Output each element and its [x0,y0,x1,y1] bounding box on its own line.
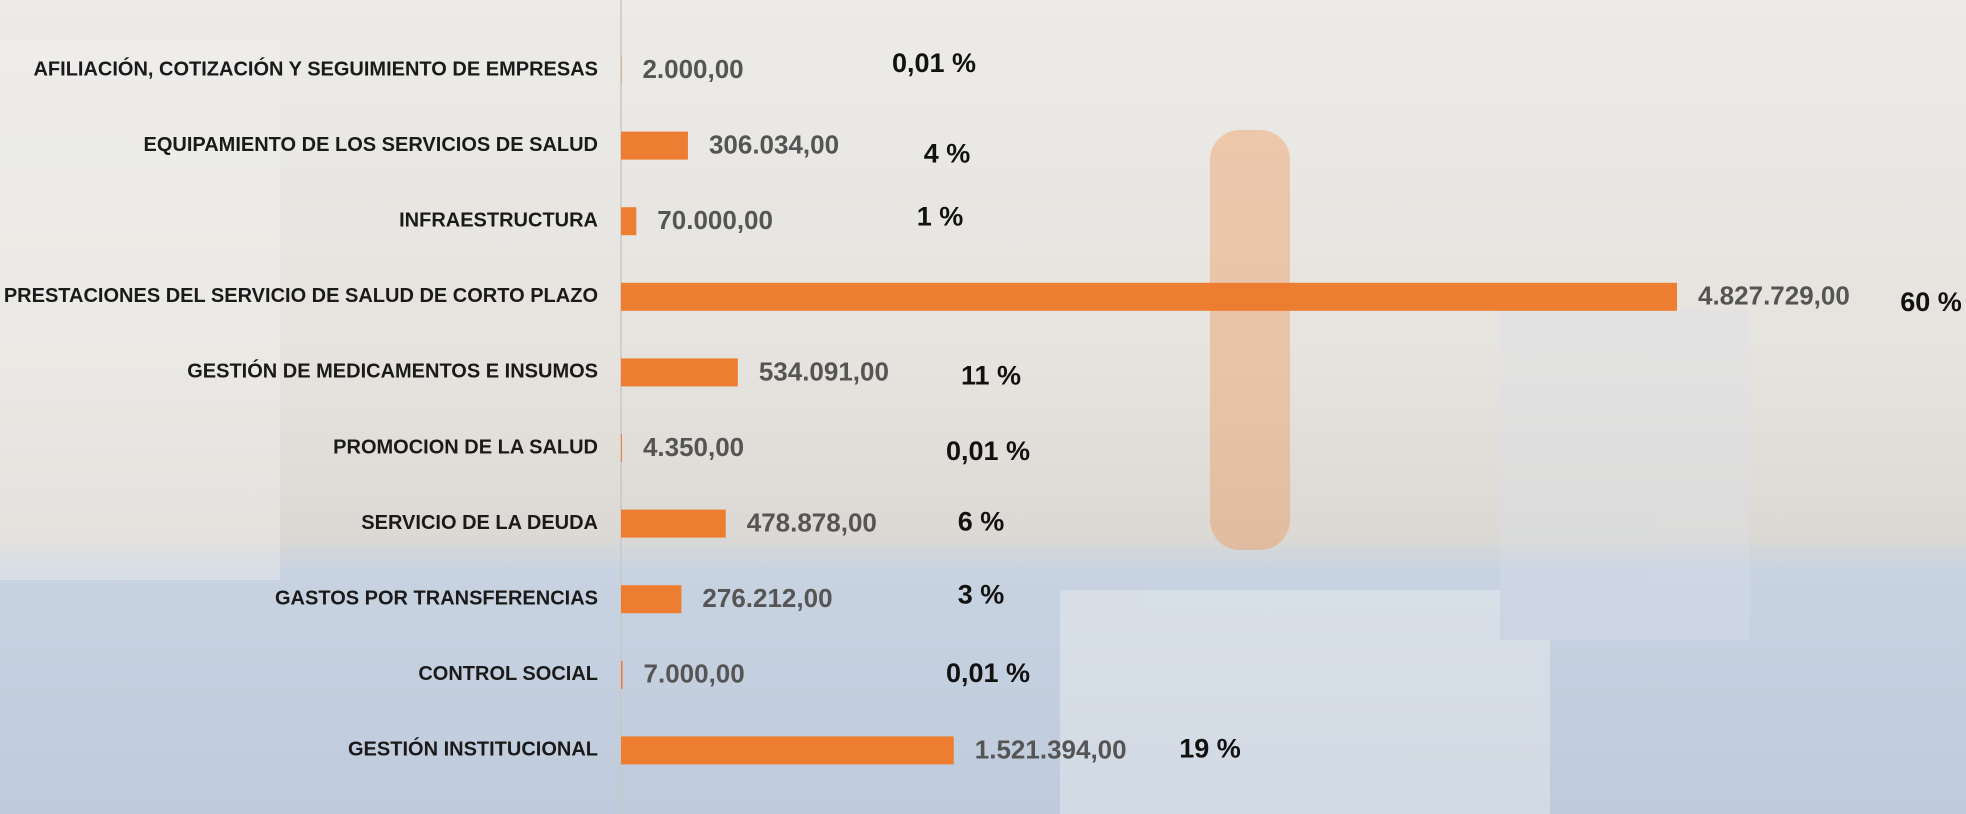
bar [621,207,637,236]
bar [621,282,1677,311]
share-label: 6 % [958,507,1005,537]
share-label: 4 % [924,139,971,169]
value-label: 478.878,00 [747,507,877,537]
category-label: GESTIÓN DE MEDICAMENTOS E INSUMOS [187,359,598,383]
bar [621,358,738,387]
category-label: GESTIÓN INSTITUCIONAL [348,737,598,761]
value-label: 4.827.729,00 [1698,281,1850,311]
category-label: EQUIPAMIENTO DE LOS SERVICIOS DE SALUD [143,134,598,156]
bar [621,736,954,765]
value-label: 70.000,00 [657,205,773,235]
value-label: 534.091,00 [759,356,889,386]
category-label: SERVICIO DE LA DEUDA [361,512,598,534]
share-label: 3 % [958,579,1005,609]
category-label: CONTROL SOCIAL [418,663,598,685]
share-label: 1 % [917,201,964,231]
value-label: 2.000,00 [642,54,743,84]
share-label: 60 % [1900,287,1962,317]
bar [621,509,726,538]
value-label: 4.350,00 [643,432,744,462]
category-label: INFRAESTRUCTURA [399,209,598,231]
value-label: 306.034,00 [709,129,839,159]
category-label: AFILIACIÓN, COTIZACIÓN Y SEGUIMIENTO DE … [33,56,598,80]
bar [621,131,688,160]
value-label: 7.000,00 [644,659,745,689]
share-label: 11 % [961,361,1021,391]
share-label: 19 % [1179,734,1241,764]
share-label: 0,01 % [946,436,1030,466]
category-label: PRESTACIONES DEL SERVICIO DE SALUD DE CO… [4,285,598,307]
share-label: 0,01 % [892,48,976,78]
bar [621,660,623,689]
category-label: PROMOCION DE LA SALUD [333,436,598,458]
bar [621,434,622,462]
value-label: 276.212,00 [702,583,832,613]
share-label: 0,01 % [946,658,1030,688]
category-label: GASTOS POR TRANSFERENCIAS [275,587,598,609]
bar [621,585,682,614]
value-label: 1.521.394,00 [975,734,1127,764]
background-decor [0,40,1750,814]
